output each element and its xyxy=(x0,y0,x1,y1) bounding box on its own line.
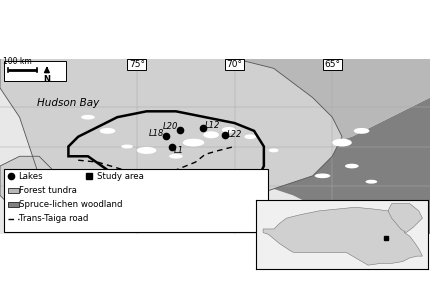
Bar xyxy=(8,202,18,207)
Text: Spruce-lichen woodland: Spruce-lichen woodland xyxy=(18,200,122,209)
Polygon shape xyxy=(0,59,342,229)
Ellipse shape xyxy=(81,115,95,120)
Polygon shape xyxy=(0,59,342,229)
Bar xyxy=(4,169,268,231)
Text: L20: L20 xyxy=(163,122,178,132)
Polygon shape xyxy=(0,59,430,234)
Text: 100 km: 100 km xyxy=(3,57,32,66)
Text: Lakes: Lakes xyxy=(18,172,43,181)
Ellipse shape xyxy=(315,173,330,178)
Ellipse shape xyxy=(169,154,183,159)
Text: Trans-Taiga road: Trans-Taiga road xyxy=(18,214,88,223)
Ellipse shape xyxy=(354,128,369,134)
Polygon shape xyxy=(0,156,78,229)
Text: Study area: Study area xyxy=(97,172,144,181)
Ellipse shape xyxy=(121,144,133,149)
Text: Hudson Bay: Hudson Bay xyxy=(37,98,99,108)
Bar xyxy=(8,188,18,193)
Text: L1: L1 xyxy=(174,146,184,155)
Bar xyxy=(4,62,67,81)
Text: N: N xyxy=(43,75,50,84)
Ellipse shape xyxy=(137,147,157,154)
Text: L12: L12 xyxy=(205,122,221,130)
Ellipse shape xyxy=(222,127,236,133)
Text: 70°: 70° xyxy=(227,60,243,69)
Ellipse shape xyxy=(203,131,219,138)
Ellipse shape xyxy=(100,128,115,134)
Text: L18: L18 xyxy=(149,129,164,138)
Text: 65°: 65° xyxy=(324,60,340,69)
Polygon shape xyxy=(39,59,430,146)
Polygon shape xyxy=(388,204,422,233)
Text: 75°: 75° xyxy=(129,60,145,69)
Ellipse shape xyxy=(269,149,279,152)
Ellipse shape xyxy=(332,139,352,146)
Ellipse shape xyxy=(244,134,256,139)
Polygon shape xyxy=(29,78,430,234)
Ellipse shape xyxy=(183,139,204,146)
Text: James Bay: James Bay xyxy=(19,210,67,219)
Text: L22: L22 xyxy=(227,130,242,139)
Ellipse shape xyxy=(345,164,359,168)
Ellipse shape xyxy=(366,180,377,184)
Text: Forest tundra: Forest tundra xyxy=(18,186,77,195)
Polygon shape xyxy=(263,207,422,265)
Polygon shape xyxy=(0,156,78,229)
Text: 55°: 55° xyxy=(7,181,23,190)
